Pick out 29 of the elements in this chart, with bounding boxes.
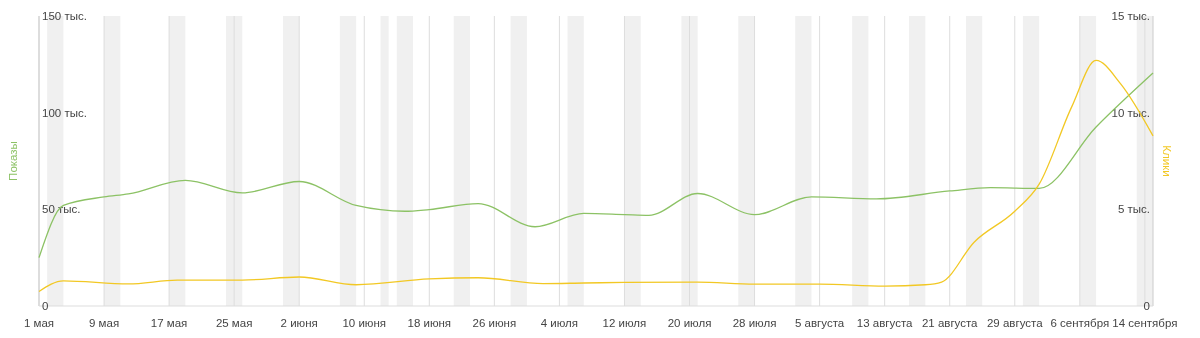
x-tick-label: 17 мая (150, 317, 188, 329)
x-tick-label: 14 сентября (1112, 317, 1178, 329)
y-tick-label: 0 (42, 300, 49, 313)
y-tick-label: 50 тыс. (42, 203, 81, 216)
y-tick-label: 100 тыс. (42, 106, 87, 119)
x-tick-label: 6 сентября (1050, 317, 1110, 329)
x-tick-label: 20 июля (667, 317, 712, 329)
line-series (38, 72, 1154, 259)
y-axis-title: Показы (7, 141, 19, 181)
x-tick-label: 28 июля (732, 317, 777, 329)
y2-tick-label: 0 (1143, 300, 1150, 313)
x-tick-label: 12 июля (602, 317, 647, 329)
x-tick-label: 29 августа (986, 317, 1044, 329)
y2-axis-title: Клики (1161, 145, 1173, 177)
x-tick-label: 13 августа (856, 317, 914, 329)
x-tick-label: 9 мая (88, 317, 120, 329)
y2-tick-label: 15 тыс. (1111, 10, 1150, 23)
x-tick-label: 4 июля (540, 317, 579, 329)
x-tick-label: 10 июня (342, 317, 387, 329)
line-series (38, 59, 1154, 293)
x-tick-label: 1 мая (23, 317, 55, 329)
x-tick-label: 21 августа (921, 317, 979, 329)
x-tick-label: 18 июня (407, 317, 452, 329)
y-tick-label: 150 тыс. (42, 10, 87, 23)
x-tick-label: 5 августа (795, 317, 845, 329)
x-tick-label: 26 июня (472, 317, 517, 329)
x-tick-label: 25 мая (215, 317, 253, 329)
x-tick-label: 2 июня (280, 317, 318, 329)
y2-tick-label: 5 тыс. (1117, 203, 1150, 216)
